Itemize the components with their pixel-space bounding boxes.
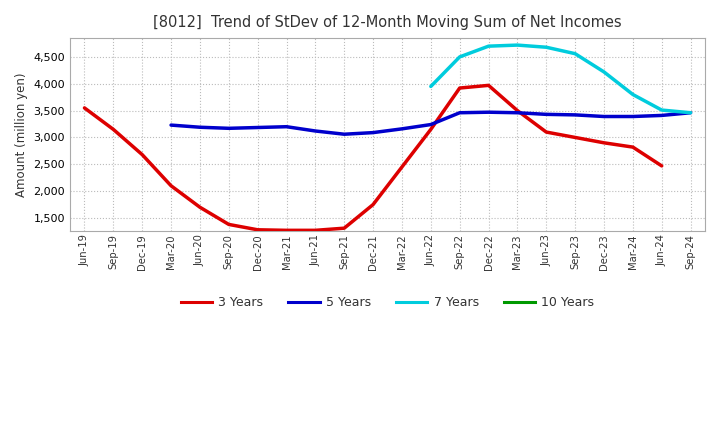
Legend: 3 Years, 5 Years, 7 Years, 10 Years: 3 Years, 5 Years, 7 Years, 10 Years <box>176 291 599 314</box>
Title: [8012]  Trend of StDev of 12-Month Moving Sum of Net Incomes: [8012] Trend of StDev of 12-Month Moving… <box>153 15 622 30</box>
Y-axis label: Amount (million yen): Amount (million yen) <box>15 73 28 197</box>
